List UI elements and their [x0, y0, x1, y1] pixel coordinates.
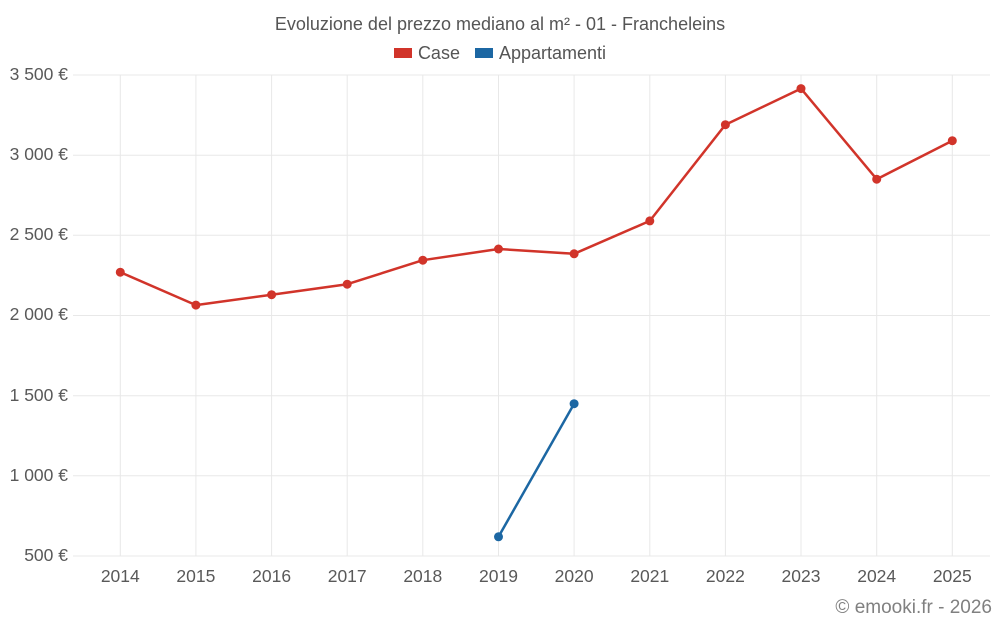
- svg-text:2015: 2015: [176, 566, 215, 586]
- svg-text:2023: 2023: [782, 566, 821, 586]
- svg-text:3 500 €: 3 500 €: [10, 64, 69, 84]
- svg-text:2014: 2014: [101, 566, 140, 586]
- svg-text:2021: 2021: [630, 566, 669, 586]
- svg-text:2018: 2018: [403, 566, 442, 586]
- svg-text:1 000 €: 1 000 €: [10, 465, 69, 485]
- svg-text:2024: 2024: [857, 566, 896, 586]
- svg-text:3 000 €: 3 000 €: [10, 144, 69, 164]
- svg-text:2019: 2019: [479, 566, 518, 586]
- svg-text:1 500 €: 1 500 €: [10, 385, 69, 405]
- svg-text:2016: 2016: [252, 566, 291, 586]
- svg-text:2022: 2022: [706, 566, 745, 586]
- svg-text:2017: 2017: [328, 566, 367, 586]
- svg-text:500 €: 500 €: [24, 545, 68, 565]
- svg-text:2 500 €: 2 500 €: [10, 224, 69, 244]
- svg-text:2020: 2020: [555, 566, 594, 586]
- svg-text:2025: 2025: [933, 566, 972, 586]
- svg-text:2 000 €: 2 000 €: [10, 304, 69, 324]
